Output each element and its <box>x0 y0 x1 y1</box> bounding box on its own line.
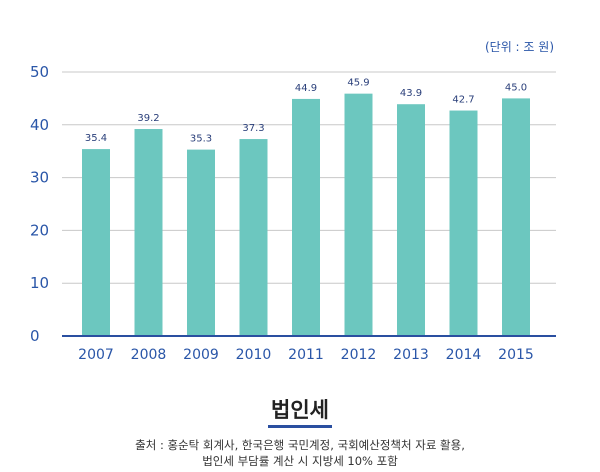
data-label-2009: 35.3 <box>190 134 212 145</box>
x-tick-label: 2014 <box>446 347 482 363</box>
data-label-2013: 43.9 <box>400 88 422 99</box>
title-underline <box>268 425 332 428</box>
x-tick-label: 2015 <box>498 347 534 363</box>
x-tick-label: 2010 <box>236 347 272 363</box>
data-labels: 35.4 39.2 35.3 37.3 44.9 45.9 43.9 42.7 45.0 <box>85 78 527 145</box>
data-label-2015: 45.0 <box>505 82 527 93</box>
source-note-line-1: 출처 : 홍순탁 회계사, 한국은행 국민계정, 국회예산정책처 자료 활용, <box>135 438 465 452</box>
bar-2014 <box>449 110 478 336</box>
bar-2012 <box>344 93 373 336</box>
y-tick-label: 40 <box>30 116 49 134</box>
bar-2011 <box>292 98 320 336</box>
data-label-2014: 42.7 <box>452 95 474 106</box>
bar-2015 <box>502 98 530 337</box>
bar-2013 <box>397 104 425 336</box>
source-note-line-2: 법인세 부담률 계산 시 지방세 10% 포함 <box>202 454 398 468</box>
x-tick-label: 2009 <box>183 347 219 363</box>
y-tick-label: 10 <box>30 274 49 292</box>
y-tick-label: 50 <box>30 63 49 81</box>
y-tick-label: 30 <box>30 169 49 187</box>
bar-2009 <box>187 149 215 336</box>
data-label-2010: 37.3 <box>242 123 264 134</box>
x-tick-label: 2008 <box>131 347 167 363</box>
data-label-2011: 44.9 <box>295 83 317 94</box>
y-tick-label: 20 <box>30 221 49 239</box>
bar-2008 <box>134 129 163 336</box>
bars <box>82 93 530 337</box>
x-tick-label: 2011 <box>288 347 324 363</box>
data-label-2008: 39.2 <box>137 113 159 124</box>
y-tick-label: 0 <box>30 327 40 345</box>
y-axis-ticks: 0 10 20 30 40 50 <box>30 63 49 345</box>
bar-2010 <box>239 139 268 336</box>
data-label-2012: 45.9 <box>347 78 369 89</box>
unit-label: (단위 : 조 원) <box>484 40 554 54</box>
bar-2007 <box>82 149 110 336</box>
data-label-2007: 35.4 <box>85 133 107 144</box>
x-tick-label: 2013 <box>393 347 429 363</box>
chart-title: 법인세 <box>271 398 329 422</box>
x-axis-ticks: 2007 2008 2009 2010 2011 2012 2013 2014 2015 <box>78 347 534 363</box>
bar-chart: 0 10 20 30 40 50 35.4 39.2 35.3 37.3 44.9 45.9 43.9… <box>30 63 556 363</box>
x-tick-label: 2007 <box>78 347 114 363</box>
x-tick-label: 2012 <box>341 347 377 363</box>
